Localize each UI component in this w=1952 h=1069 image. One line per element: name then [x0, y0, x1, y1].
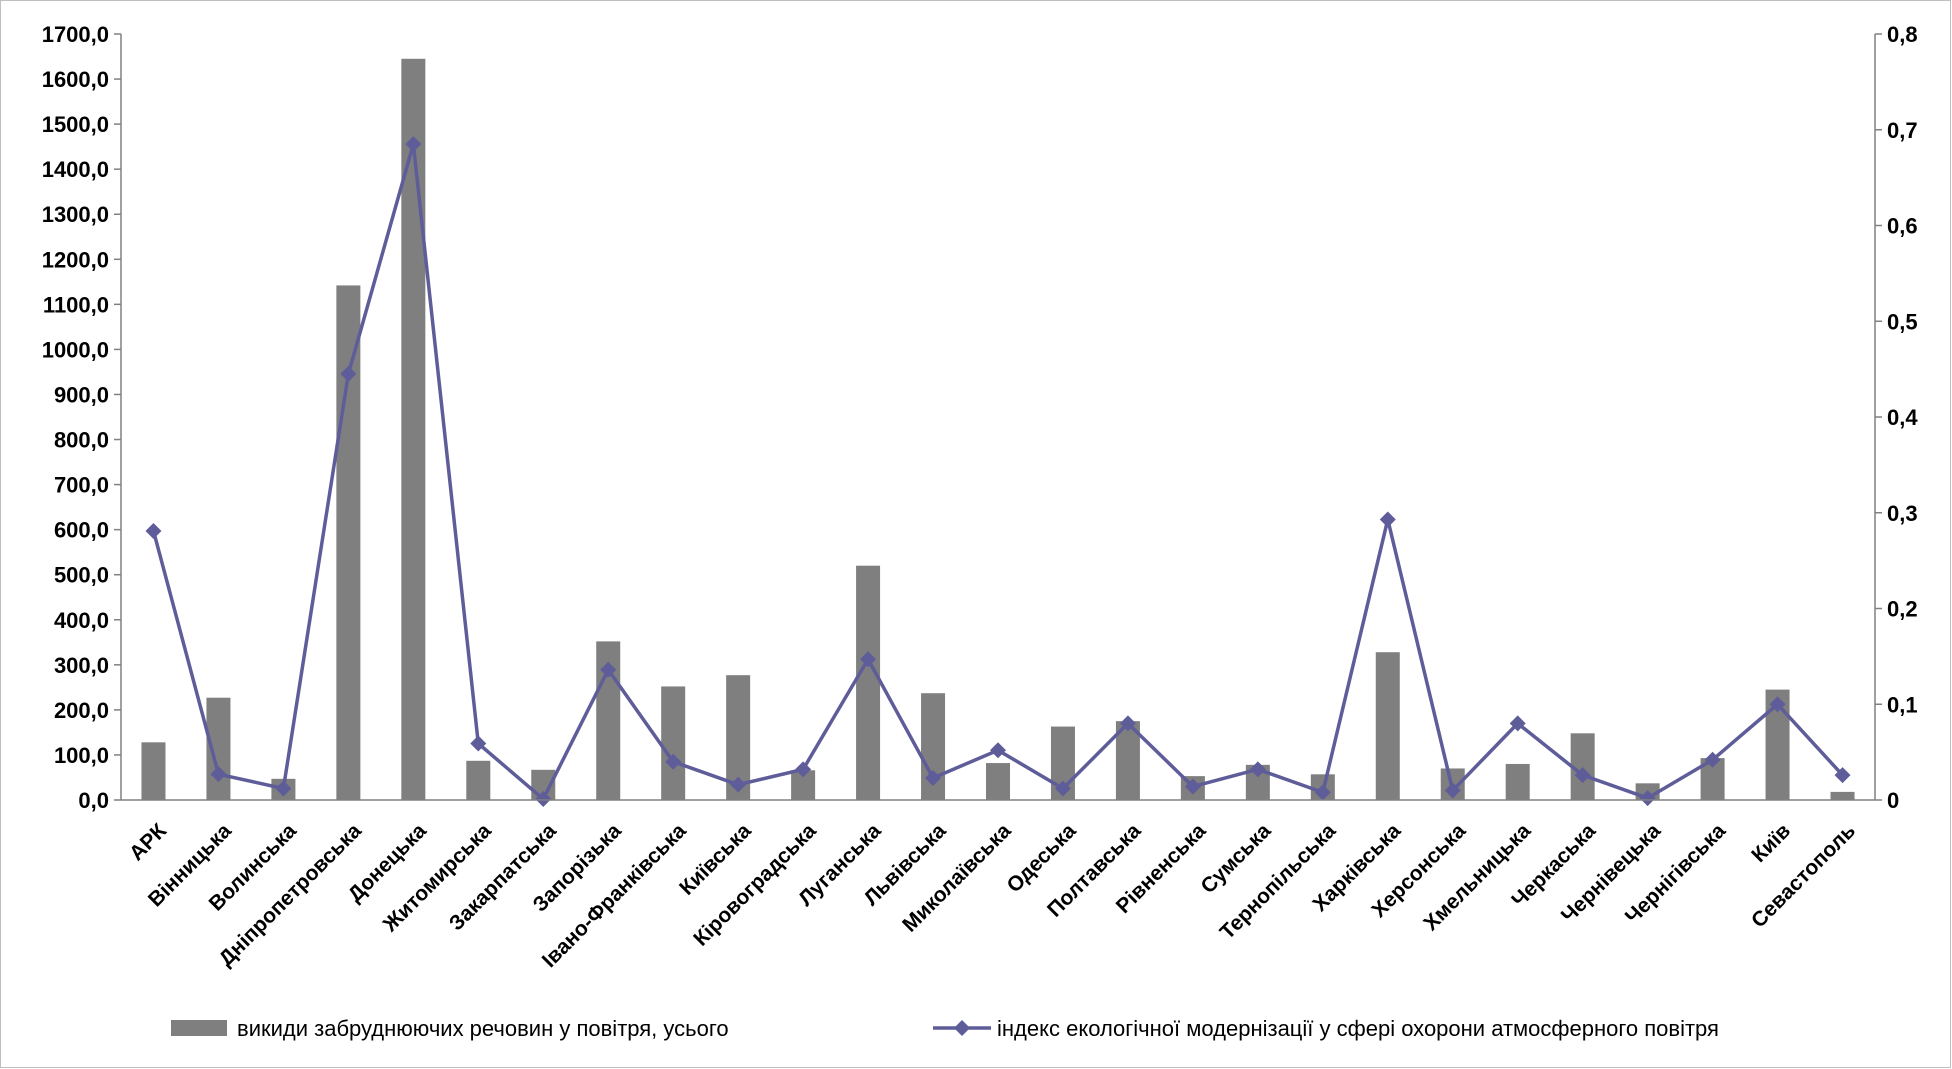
bar: [141, 742, 166, 800]
line-point: [275, 780, 292, 797]
right-tick-label: 0,5: [1887, 309, 1918, 334]
left-tick-label: 1500,0: [42, 112, 109, 137]
right-y-axis: 0 0,1 0,2 0,3 0,4 0,5 0,6 0,7 0,8: [1874, 22, 1918, 813]
line-point: [1119, 715, 1136, 732]
line-point: [470, 735, 487, 752]
line-series: [145, 136, 1851, 808]
line-point: [1314, 784, 1331, 801]
bar: [1830, 791, 1855, 800]
line-point: [1574, 767, 1591, 784]
line-point: [1704, 751, 1721, 768]
line-point: [210, 766, 227, 783]
bar: [466, 760, 491, 800]
line-point: [1054, 780, 1071, 797]
left-tick-label: 1600,0: [42, 67, 109, 92]
line-point: [535, 791, 552, 808]
left-tick-label: 500,0: [54, 563, 109, 588]
bar: [401, 58, 426, 801]
right-tick-label: 0,6: [1887, 214, 1918, 239]
line-point: [600, 661, 617, 678]
left-tick-label: 100,0: [54, 743, 109, 768]
category-label: Київ: [1747, 819, 1795, 867]
right-tick-label: 0,4: [1887, 405, 1918, 430]
left-tick-label: 200,0: [54, 698, 109, 723]
legend-bar-label: викиди забруднюючих речовин у повітря, у…: [237, 1016, 729, 1041]
left-tick-label: 700,0: [54, 473, 109, 498]
right-tick-label: 0: [1887, 788, 1899, 813]
right-tick-label: 0,1: [1887, 692, 1918, 717]
left-tick-label: 800,0: [54, 428, 109, 453]
bar: [661, 686, 686, 800]
line-point: [1379, 511, 1396, 528]
bar: [986, 763, 1010, 800]
line-point: [730, 776, 747, 793]
category-label: АРК: [125, 819, 171, 865]
line-point: [1184, 778, 1201, 795]
category-label: Тернопільська: [1216, 819, 1341, 944]
bar: [1115, 721, 1140, 800]
line-point: [860, 651, 877, 668]
legend-line-label: індекс екологічної модернізації у сфері …: [997, 1016, 1719, 1041]
line-point: [1444, 782, 1461, 799]
line-point: [1249, 761, 1266, 778]
line-point: [925, 769, 942, 786]
left-y-axis: 0,0 100,0 200,0 300,0 400,0 500,0 600,0 700,0 80…: [42, 22, 122, 813]
left-tick-label: 1400,0: [42, 157, 109, 182]
legend-bar-swatch: [171, 1020, 227, 1036]
left-tick-label: 1000,0: [42, 337, 109, 362]
left-tick-label: 1700,0: [42, 22, 109, 47]
right-tick-label: 0,7: [1887, 118, 1918, 143]
left-tick-label: 1200,0: [42, 247, 109, 272]
bar: [1505, 763, 1530, 800]
line-point: [1834, 767, 1851, 784]
left-tick-label: 1300,0: [42, 202, 109, 227]
category-label: Кіровоградська: [689, 819, 821, 951]
line-point: [795, 761, 812, 778]
bar: [1375, 652, 1400, 800]
left-tick-label: 600,0: [54, 518, 109, 543]
left-tick-label: 1100,0: [43, 292, 109, 317]
line-point: [145, 522, 162, 539]
legend: викиди забруднюючих речовин у повітря, у…: [171, 1016, 1719, 1041]
right-tick-label: 0,2: [1887, 597, 1918, 622]
bar: [336, 285, 361, 800]
left-tick-label: 900,0: [54, 382, 109, 407]
line-point: [990, 742, 1006, 759]
right-tick-label: 0,3: [1887, 501, 1918, 526]
left-tick-label: 300,0: [54, 653, 109, 678]
line-point: [405, 136, 422, 153]
right-tick-label: 0,8: [1887, 22, 1918, 47]
left-tick-label: 0,0: [78, 788, 109, 813]
line-point: [1769, 696, 1786, 713]
line-point: [1509, 715, 1526, 732]
line-point: [1639, 790, 1656, 807]
left-tick-label: 400,0: [54, 608, 109, 633]
line-point: [340, 365, 357, 382]
line-point: [665, 753, 682, 770]
legend-line-marker: [954, 1020, 970, 1036]
x-axis: АРКВінницькаВолинськаДніпропетровськаДон…: [121, 799, 1875, 972]
bar-series: [141, 58, 1855, 801]
bar: [856, 565, 881, 800]
